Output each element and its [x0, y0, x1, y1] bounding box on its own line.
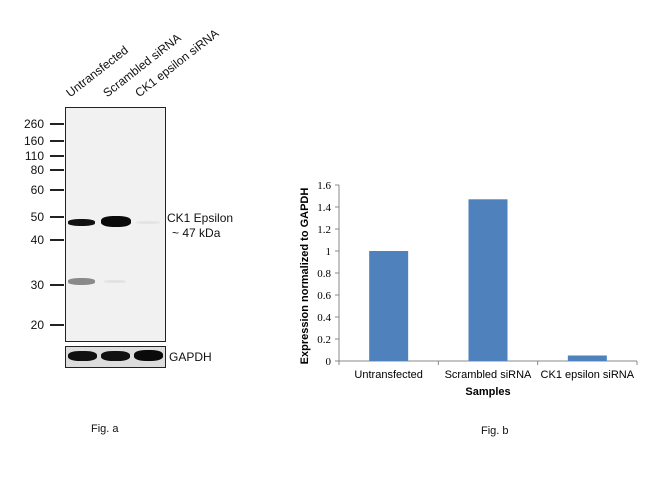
- y-tick-label: 1.6: [317, 180, 331, 192]
- y-axis-label: Expression normalized to GAPDH: [299, 188, 311, 365]
- bar-ck1-epsilon-sirna: [567, 355, 607, 361]
- gapdh-band: [68, 351, 97, 361]
- mw-marker-tick: [50, 155, 64, 157]
- x-axis-label: Samples: [465, 386, 510, 398]
- y-tick-label: 0.8: [317, 268, 331, 280]
- y-tick-label: 1: [326, 246, 332, 258]
- mw-marker-tick: [50, 169, 64, 171]
- gapdh-label: GAPDH: [169, 350, 212, 364]
- mw-marker-tick: [50, 324, 64, 326]
- x-tick-label: Scrambled siRNA: [445, 369, 532, 381]
- mw-marker-tick: [50, 239, 64, 241]
- mw-marker-label: 160: [23, 134, 44, 148]
- mw-marker-label: 20: [30, 318, 44, 332]
- gapdh-band: [101, 351, 130, 361]
- mw-marker-tick: [50, 140, 64, 142]
- target-label: CK1 Epsilon: [167, 211, 234, 225]
- mw-marker-label: 30: [30, 278, 44, 292]
- mw-marker-label: 110: [24, 149, 44, 163]
- y-tick-label: 0.6: [317, 290, 331, 302]
- mw-marker-tick: [50, 123, 64, 125]
- y-tick-label: 1.4: [317, 202, 331, 214]
- band-47kda-scrambled: [101, 216, 131, 227]
- bar-untransfected: [369, 251, 409, 361]
- mw-marker-tick: [50, 189, 64, 191]
- y-tick-label: 0.4: [317, 312, 331, 324]
- band-30kda-scrambled: [104, 280, 126, 283]
- mw-marker-tick: [50, 216, 64, 218]
- bar-scrambled-sirna: [468, 199, 508, 361]
- band-47kda-ck1-sirna: [136, 221, 160, 224]
- mw-marker-tick: [50, 284, 64, 286]
- target-size: ~ 47 kDa: [172, 226, 221, 240]
- mw-marker-label: 40: [30, 233, 44, 247]
- mw-marker-label: 50: [30, 210, 44, 224]
- mw-marker-label: 60: [30, 183, 44, 197]
- x-tick-label: CK1 epsilon siRNA: [541, 369, 635, 381]
- band-30kda-untransfected: [68, 278, 95, 285]
- gapdh-band: [134, 350, 163, 361]
- mw-marker-label: 80: [30, 163, 44, 177]
- y-tick-label: 1.2: [317, 224, 331, 236]
- caption-a: Fig. a: [91, 423, 119, 435]
- x-tick-label: Untransfected: [354, 369, 422, 381]
- caption-b: Fig. b: [481, 425, 509, 437]
- y-tick-label: 0.2: [317, 334, 331, 346]
- band-47kda-untransfected: [68, 219, 95, 226]
- y-tick-label: 0: [326, 356, 332, 368]
- mw-marker-label: 260: [23, 117, 44, 131]
